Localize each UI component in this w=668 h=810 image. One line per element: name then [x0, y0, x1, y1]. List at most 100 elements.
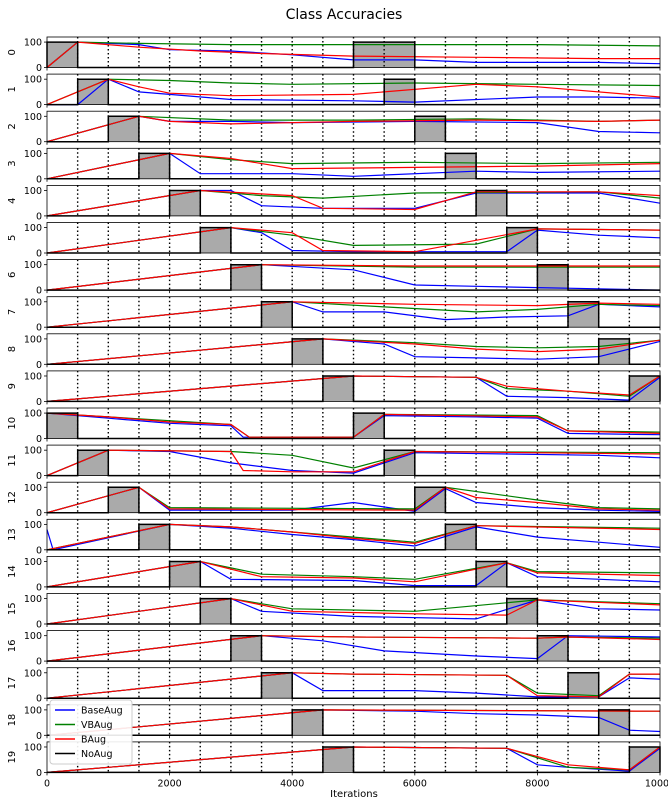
y-tick-label: 100 [24, 446, 42, 457]
y-tick-label: 0 [36, 694, 42, 705]
y-tick-label: 0 [36, 620, 42, 631]
noaug-fill-17-1 [568, 672, 599, 699]
noaug-fill-8-1 [598, 338, 630, 365]
y-tick-label: 100 [24, 112, 42, 123]
y-tick-label: 0 [36, 434, 42, 445]
series-baug-class-11 [46, 449, 661, 477]
y-tick-label: 0 [36, 360, 42, 371]
subplot-class-6: 0 100 6 [7, 259, 661, 297]
legend-label-baseaug: BaseAug [81, 706, 123, 717]
subplot-class-0: 0 100 0 [7, 36, 661, 74]
subplot-label-14: 14 [7, 565, 18, 578]
x-tick-label: 8000 [525, 778, 549, 789]
x-tick-label: 4000 [280, 778, 304, 789]
subplot-label-17: 17 [7, 677, 18, 690]
subplot-label-1: 1 [7, 86, 18, 92]
y-tick-label: 0 [36, 582, 42, 593]
y-tick-label: 100 [24, 297, 42, 308]
subplot-label-2: 2 [7, 123, 18, 129]
subplot-label-11: 11 [7, 454, 18, 467]
noaug-fill-4-1 [476, 190, 507, 216]
subplot-class-7: 0 100 7 [7, 296, 661, 334]
subplot-frame [46, 222, 661, 254]
subplot-label-7: 7 [7, 309, 18, 315]
subplot-frame [46, 593, 661, 625]
series-baug-class-2 [46, 115, 661, 143]
x-axis-label: Iterations [330, 789, 378, 800]
y-tick-label: 0 [36, 397, 42, 408]
y-tick-label: 100 [24, 520, 42, 531]
noaug-fill-6-0 [230, 264, 262, 291]
series-baseaug-class-7 [46, 301, 661, 328]
series-baug-class-13 [46, 523, 661, 551]
subplot-class-16: 0 100 16 [7, 630, 661, 668]
noaug-fill-9-0 [322, 375, 354, 402]
subplot-label-8: 8 [7, 346, 18, 352]
y-tick-label: 0 [36, 731, 42, 742]
noaug-fill-17-0 [261, 672, 293, 699]
series-baug-class-6 [46, 264, 660, 291]
series-baug-class-17 [46, 672, 660, 699]
noaug-fill-3-0 [138, 153, 170, 179]
y-tick-label: 100 [24, 483, 42, 494]
legend-label-vbaug: VBAug [81, 720, 113, 731]
subplot-class-8: 0 100 8 [7, 333, 661, 371]
subplot-frame [46, 630, 661, 662]
noaug-fill-19-0 [322, 746, 354, 773]
series-baug-class-0 [46, 41, 660, 68]
y-tick-label: 0 [36, 174, 42, 185]
chart-title: Class Accuracies [286, 7, 403, 23]
noaug-fill-16-0 [230, 635, 262, 662]
subplot-frame [46, 704, 661, 736]
subplot-label-16: 16 [7, 639, 18, 652]
y-tick-label: 0 [36, 471, 42, 482]
noaug-fill-13-0 [138, 524, 170, 550]
y-tick-label: 100 [24, 409, 42, 420]
y-tick-label: 0 [36, 249, 42, 260]
y-tick-label: 100 [24, 742, 42, 753]
subplot-frame [46, 333, 661, 365]
subplot-frame [46, 36, 661, 68]
noaug-fill-8-0 [292, 338, 323, 365]
series-baug-class-16 [46, 635, 661, 662]
y-tick-label: 100 [24, 594, 42, 605]
y-tick-label: 100 [24, 668, 42, 679]
subplot-class-10: 0 100 10 [7, 407, 661, 445]
subplot-label-12: 12 [7, 491, 18, 504]
series-baug-class-7 [46, 301, 661, 328]
subplot-label-13: 13 [7, 528, 18, 541]
subplot-frame [46, 110, 661, 143]
subplot-class-5: 0 100 5 [7, 222, 661, 260]
series-baseaug-class-16 [46, 635, 661, 662]
subplot-label-4: 4 [7, 197, 18, 203]
subplot-frame [46, 147, 661, 180]
noaug-fill-18-0 [292, 709, 323, 736]
y-tick-label: 0 [36, 63, 42, 74]
y-tick-label: 0 [36, 100, 42, 111]
x-tick-label: 0 [44, 778, 50, 789]
y-tick-label: 100 [24, 38, 42, 49]
series-baseaug-class-14 [46, 560, 661, 588]
series-baug-class-19 [46, 746, 661, 773]
subplot-frame [46, 73, 661, 105]
noaug-fill-18-1 [598, 709, 630, 736]
subplot-class-19: 0 100 19 [7, 741, 661, 779]
subplot-frame [46, 259, 661, 291]
subplot-panels: 0100001001010020100301004010050100601007… [7, 36, 661, 779]
noaug-fill-6-1 [537, 264, 569, 291]
y-tick-label: 0 [36, 545, 42, 556]
legend-box [49, 699, 133, 765]
subplot-class-9: 0 100 9 [7, 370, 661, 408]
x-tick-label: 6000 [403, 778, 427, 789]
y-tick-label: 100 [24, 631, 42, 642]
subplot-class-12: 0 100 12 [7, 481, 661, 519]
subplot-class-15: 0 100 15 [7, 593, 661, 631]
subplot-frame [46, 184, 661, 217]
legend-label-noaug: NoAug [81, 749, 112, 760]
series-baug-class-10 [46, 412, 661, 438]
series-baseaug-class-17 [46, 672, 661, 699]
y-tick-label: 100 [24, 260, 42, 271]
